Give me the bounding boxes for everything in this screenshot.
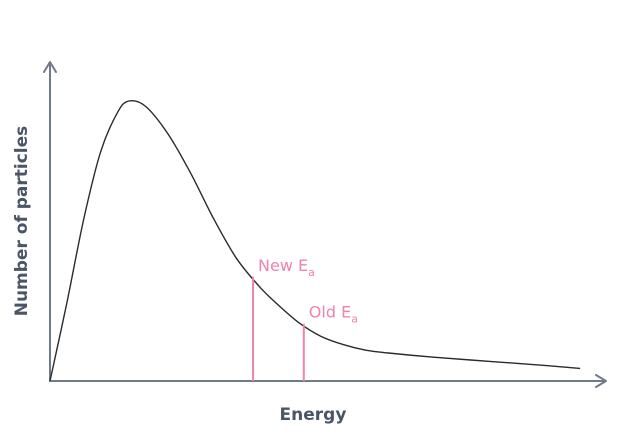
y-axis-arrow-icon: [43, 61, 57, 73]
marker-label-subscript-old: a: [351, 313, 358, 326]
marker-label-old: Old Ea: [309, 303, 358, 326]
marker-label-subscript-new: a: [308, 266, 315, 279]
marker-label-main-new: New E: [258, 256, 308, 275]
marker-label-new: New Ea: [258, 256, 315, 279]
distribution-curve: [49, 99, 581, 382]
y-axis-label: Number of particles: [12, 126, 32, 317]
x-axis-arrow-icon: [595, 374, 607, 388]
marker-label-main-old: Old E: [309, 303, 351, 322]
x-axis-label: Energy: [280, 405, 347, 425]
